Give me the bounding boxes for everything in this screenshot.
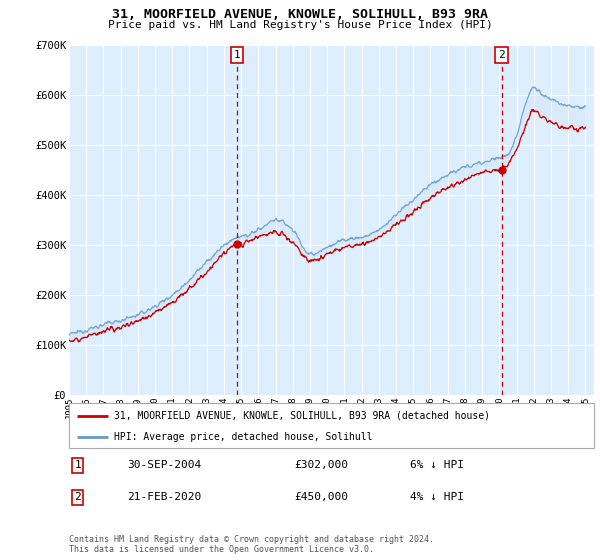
Text: 31, MOORFIELD AVENUE, KNOWLE, SOLIHULL, B93 9RA (detached house): 31, MOORFIELD AVENUE, KNOWLE, SOLIHULL, … bbox=[113, 410, 490, 421]
Text: 31, MOORFIELD AVENUE, KNOWLE, SOLIHULL, B93 9RA: 31, MOORFIELD AVENUE, KNOWLE, SOLIHULL, … bbox=[112, 8, 488, 21]
Text: 4% ↓ HPI: 4% ↓ HPI bbox=[410, 492, 464, 502]
Text: HPI: Average price, detached house, Solihull: HPI: Average price, detached house, Soli… bbox=[113, 432, 372, 442]
Text: 1: 1 bbox=[74, 460, 81, 470]
Text: 2: 2 bbox=[498, 50, 505, 60]
Text: £450,000: £450,000 bbox=[295, 492, 349, 502]
Text: Contains HM Land Registry data © Crown copyright and database right 2024.
This d: Contains HM Land Registry data © Crown c… bbox=[69, 535, 434, 554]
Text: £302,000: £302,000 bbox=[295, 460, 349, 470]
Text: 30-SEP-2004: 30-SEP-2004 bbox=[127, 460, 201, 470]
Text: 2: 2 bbox=[74, 492, 81, 502]
Text: Price paid vs. HM Land Registry's House Price Index (HPI): Price paid vs. HM Land Registry's House … bbox=[107, 20, 493, 30]
Text: 6% ↓ HPI: 6% ↓ HPI bbox=[410, 460, 464, 470]
Text: 1: 1 bbox=[233, 50, 240, 60]
FancyBboxPatch shape bbox=[69, 403, 594, 448]
Text: 21-FEB-2020: 21-FEB-2020 bbox=[127, 492, 201, 502]
